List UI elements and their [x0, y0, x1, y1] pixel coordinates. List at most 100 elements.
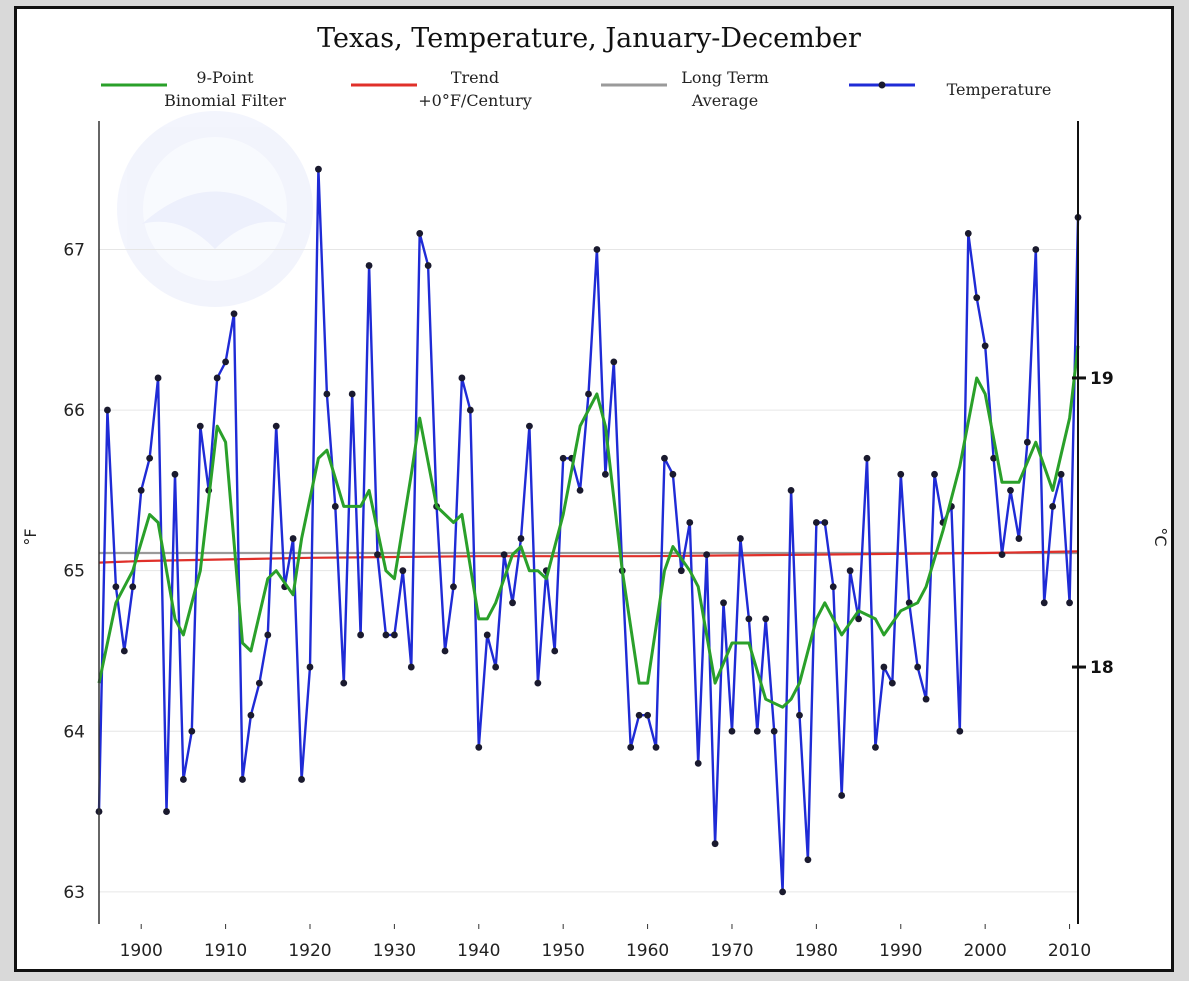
temperature-point — [230, 310, 238, 318]
x-tick-label: 1940 — [457, 941, 500, 961]
legend-label-average: Long Term — [681, 68, 769, 87]
x-tick-label: 1970 — [710, 941, 753, 961]
temperature-point — [424, 262, 432, 269]
x-tick-label: 1990 — [879, 941, 922, 961]
temperature-point — [357, 631, 365, 639]
temperature-point — [635, 711, 643, 719]
temperature-point — [627, 743, 635, 751]
temperature-point — [981, 342, 989, 350]
temperature-point — [686, 519, 694, 526]
temperature-point — [863, 454, 871, 462]
temperature-point — [483, 631, 491, 639]
temperature-point — [1023, 438, 1031, 446]
temperature-point — [450, 583, 457, 591]
temperature-point — [129, 583, 137, 591]
legend-marker-temperature — [878, 81, 886, 89]
temperature-point — [390, 631, 398, 639]
temperature-point — [458, 374, 466, 382]
temperature-point — [255, 679, 263, 687]
trend-series-line — [98, 550, 1079, 564]
temperature-point — [846, 567, 854, 575]
temperature-point — [990, 454, 998, 462]
temperature-point — [222, 358, 229, 366]
grid — [99, 248, 1078, 893]
y-axis-label-celsius: °C — [1151, 527, 1170, 546]
temperature-point — [804, 856, 812, 864]
chart-frame: Texas, Temperature, January-December 9-P… — [14, 6, 1174, 972]
legend: 9-Point Binomial Filter Trend +0°F/Century L… — [101, 68, 1051, 110]
temperature-point — [770, 727, 778, 735]
temperature-point — [213, 374, 221, 382]
temperature-point — [559, 454, 567, 462]
temperature-point — [171, 470, 179, 478]
temperature-point — [914, 663, 922, 671]
temperature-point — [728, 727, 736, 735]
temperature-point — [964, 230, 972, 237]
x-tick-label: 1920 — [288, 941, 331, 961]
celsius-tick-label: 19 — [1090, 369, 1114, 389]
temperature-point — [534, 679, 542, 687]
temperature-point — [382, 631, 390, 639]
temperature-point — [179, 776, 187, 783]
temperature-point — [500, 551, 508, 559]
temperature-point — [289, 535, 297, 542]
temperature-point — [163, 808, 170, 815]
temperature-point — [585, 390, 592, 398]
axes: 63 64 65 66 67 1900 1910 1920 1930 1940 1950 1960 19… — [63, 121, 1114, 961]
temperature-point — [762, 615, 770, 623]
temperature-point — [644, 711, 651, 719]
temperature-point — [652, 743, 660, 751]
temperature-point — [973, 294, 981, 302]
y-tick-label: 66 — [63, 401, 85, 421]
temperature-point — [1057, 470, 1065, 478]
temperature-point — [188, 727, 196, 735]
temperature-point — [610, 358, 618, 366]
y-tick-label: 63 — [63, 883, 85, 903]
temperature-point — [745, 615, 753, 623]
temperature-point — [753, 727, 761, 735]
noaa-logo-icon — [117, 111, 313, 307]
temperature-point — [796, 711, 803, 719]
temperature-point — [239, 776, 246, 783]
temperature-point — [694, 760, 702, 767]
temperature-point — [154, 374, 162, 382]
temperature-point — [492, 663, 500, 671]
temperature-point — [812, 519, 820, 526]
temperature-point — [509, 599, 516, 607]
temperature-point — [475, 743, 483, 751]
y-tick-label: 65 — [63, 562, 85, 582]
temperature-point — [703, 551, 711, 559]
x-tick-label: 1950 — [542, 941, 585, 961]
x-tick-label: 1900 — [120, 941, 163, 961]
temperature-point — [897, 470, 905, 478]
temperature-point — [576, 486, 584, 494]
x-tick-label: 2000 — [964, 941, 1007, 961]
temperature-point — [872, 743, 879, 751]
filter-series-line — [97, 345, 1080, 709]
temperature-point — [922, 695, 930, 703]
temperature-point — [517, 535, 525, 542]
temperature-point — [931, 470, 938, 478]
temperature-point — [416, 230, 424, 237]
temperature-point — [526, 422, 533, 430]
temperature-point — [888, 679, 896, 687]
temperature-point — [855, 615, 862, 623]
legend-label-filter: 9-Point — [196, 68, 254, 87]
temperature-point — [737, 535, 744, 542]
y-tick-label: 67 — [63, 240, 85, 260]
temperature-point — [399, 567, 407, 575]
legend-label-average: Average — [691, 91, 758, 110]
temperature-point — [340, 679, 348, 687]
temperature-point — [787, 486, 795, 494]
temperature-point — [1015, 535, 1023, 542]
legend-label-temperature: Temperature — [947, 80, 1052, 99]
temperature-point — [661, 454, 668, 462]
temperature-point — [331, 503, 339, 510]
y-axis-label-fahrenheit: °F — [21, 528, 40, 545]
celsius-tick-label: 18 — [1090, 658, 1114, 678]
temperature-point — [441, 647, 449, 655]
temperature-point — [711, 840, 719, 848]
temperature-point — [407, 663, 415, 671]
temperature-point — [466, 406, 474, 414]
temperature-point — [1049, 503, 1057, 510]
